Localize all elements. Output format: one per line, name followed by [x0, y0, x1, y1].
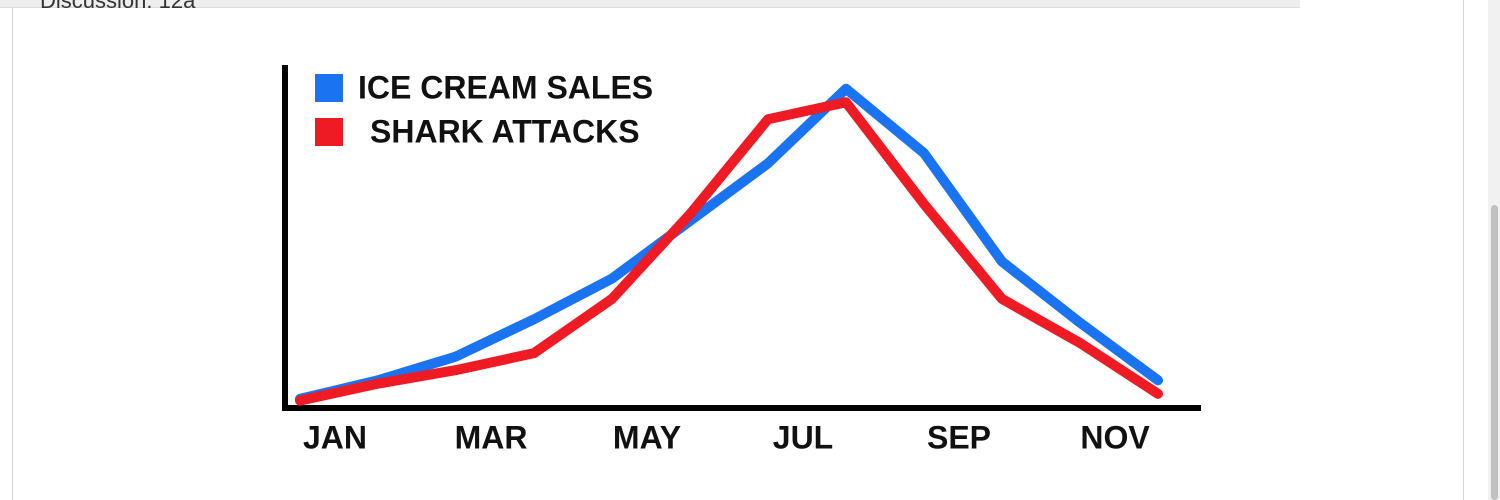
x-tick-label: MAR — [455, 419, 528, 455]
legend-label: ICE CREAM SALES — [358, 69, 653, 105]
x-tick-label: NOV — [1080, 419, 1150, 455]
top-bar — [0, 0, 1300, 8]
scrollbar-thumb[interactable] — [1491, 205, 1498, 500]
legend-swatch — [315, 74, 343, 102]
discussion-heading: Discussion: 12a — [40, 0, 196, 13]
x-tick-label: MAY — [613, 419, 681, 455]
data-line — [295, 83, 1163, 404]
content-panel — [12, 0, 1464, 500]
x-tick-label: SEP — [927, 419, 991, 455]
x-tick-label: JUL — [773, 419, 833, 455]
x-tick-label: JAN — [303, 419, 367, 455]
data-line — [295, 97, 1163, 406]
legend-swatch — [315, 118, 343, 146]
legend-label: SHARK ATTACKS — [370, 113, 640, 149]
